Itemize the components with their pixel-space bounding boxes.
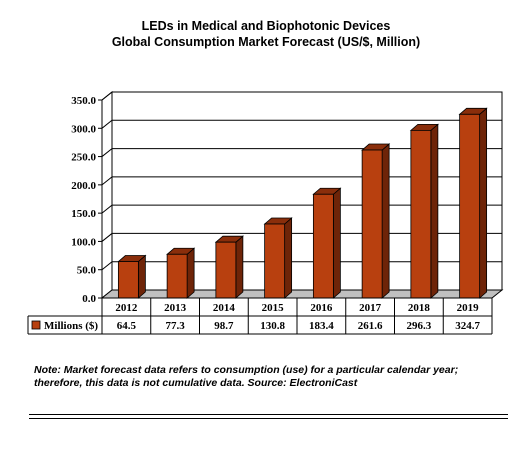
bar-side: [332, 187, 341, 299]
data-label: 183.4: [309, 320, 334, 332]
bar-chart: 0.0 50.0 100.0 150.0 200.0 250.0 300.0 350.0 201…: [27, 90, 504, 335]
bar: [166, 253, 188, 299]
bar-side: [430, 123, 439, 299]
bar-side: [137, 254, 146, 299]
x-tick-label: 2014: [213, 302, 236, 314]
footnote-line-2: therefore, this data is not cumulative d…: [34, 377, 358, 389]
x-tick-label: 2012: [115, 302, 138, 314]
data-label: 77.3: [166, 320, 186, 332]
footnote-line-1: Note: Market forecast data refers to con…: [34, 364, 459, 376]
chart-subtitle: Global Consumption Market Forecast (US/$…: [111, 35, 421, 49]
legend-swatch: [31, 320, 41, 330]
bar: [459, 113, 481, 299]
y-tick-label: 200.0: [71, 180, 96, 192]
bar: [410, 129, 432, 299]
plot-floor: [100, 289, 504, 299]
bar: [264, 223, 286, 299]
bar: [361, 149, 383, 299]
bar: [117, 261, 139, 299]
x-tick-label: 2017: [359, 302, 382, 314]
data-label: 261.6: [358, 320, 383, 332]
y-tick-label: 350.0: [71, 95, 96, 107]
y-tick-label: 250.0: [71, 152, 96, 164]
bar-side: [186, 247, 195, 299]
footnote: Note: Market forecast data refers to con…: [34, 364, 504, 390]
legend-label: Millions ($): [44, 320, 98, 332]
plot-side-wall: [101, 90, 113, 300]
y-tick-label: 300.0: [71, 123, 96, 135]
gridline: [101, 119, 502, 129]
bar-side: [235, 235, 244, 299]
x-tick-label: 2016: [310, 302, 333, 314]
bar-side: [381, 143, 390, 299]
divider-bottom: [29, 418, 508, 419]
x-tick-label: 2015: [262, 302, 285, 314]
bar: [312, 193, 334, 299]
x-tick-label: 2018: [408, 302, 431, 314]
y-tick-label: 50.0: [77, 265, 97, 277]
x-tick-label: 2013: [164, 302, 187, 314]
data-label: 98.7: [214, 320, 234, 332]
y-tick-label: 0.0: [82, 293, 96, 305]
chart-title: LEDs in Medical and Biophotonic Devices: [141, 19, 391, 33]
gridline: [101, 91, 502, 101]
data-label: 64.5: [117, 320, 137, 332]
bar-side: [479, 107, 488, 299]
x-tick-label: 2019: [457, 302, 480, 314]
y-tick-label: 100.0: [71, 236, 96, 248]
data-label: 324.7: [455, 320, 480, 332]
data-label: 296.3: [407, 320, 432, 332]
y-tick-label: 150.0: [71, 208, 96, 220]
divider-top: [29, 414, 508, 415]
bar-side: [284, 217, 293, 299]
data-label: 130.8: [260, 320, 285, 332]
bar: [215, 241, 237, 299]
